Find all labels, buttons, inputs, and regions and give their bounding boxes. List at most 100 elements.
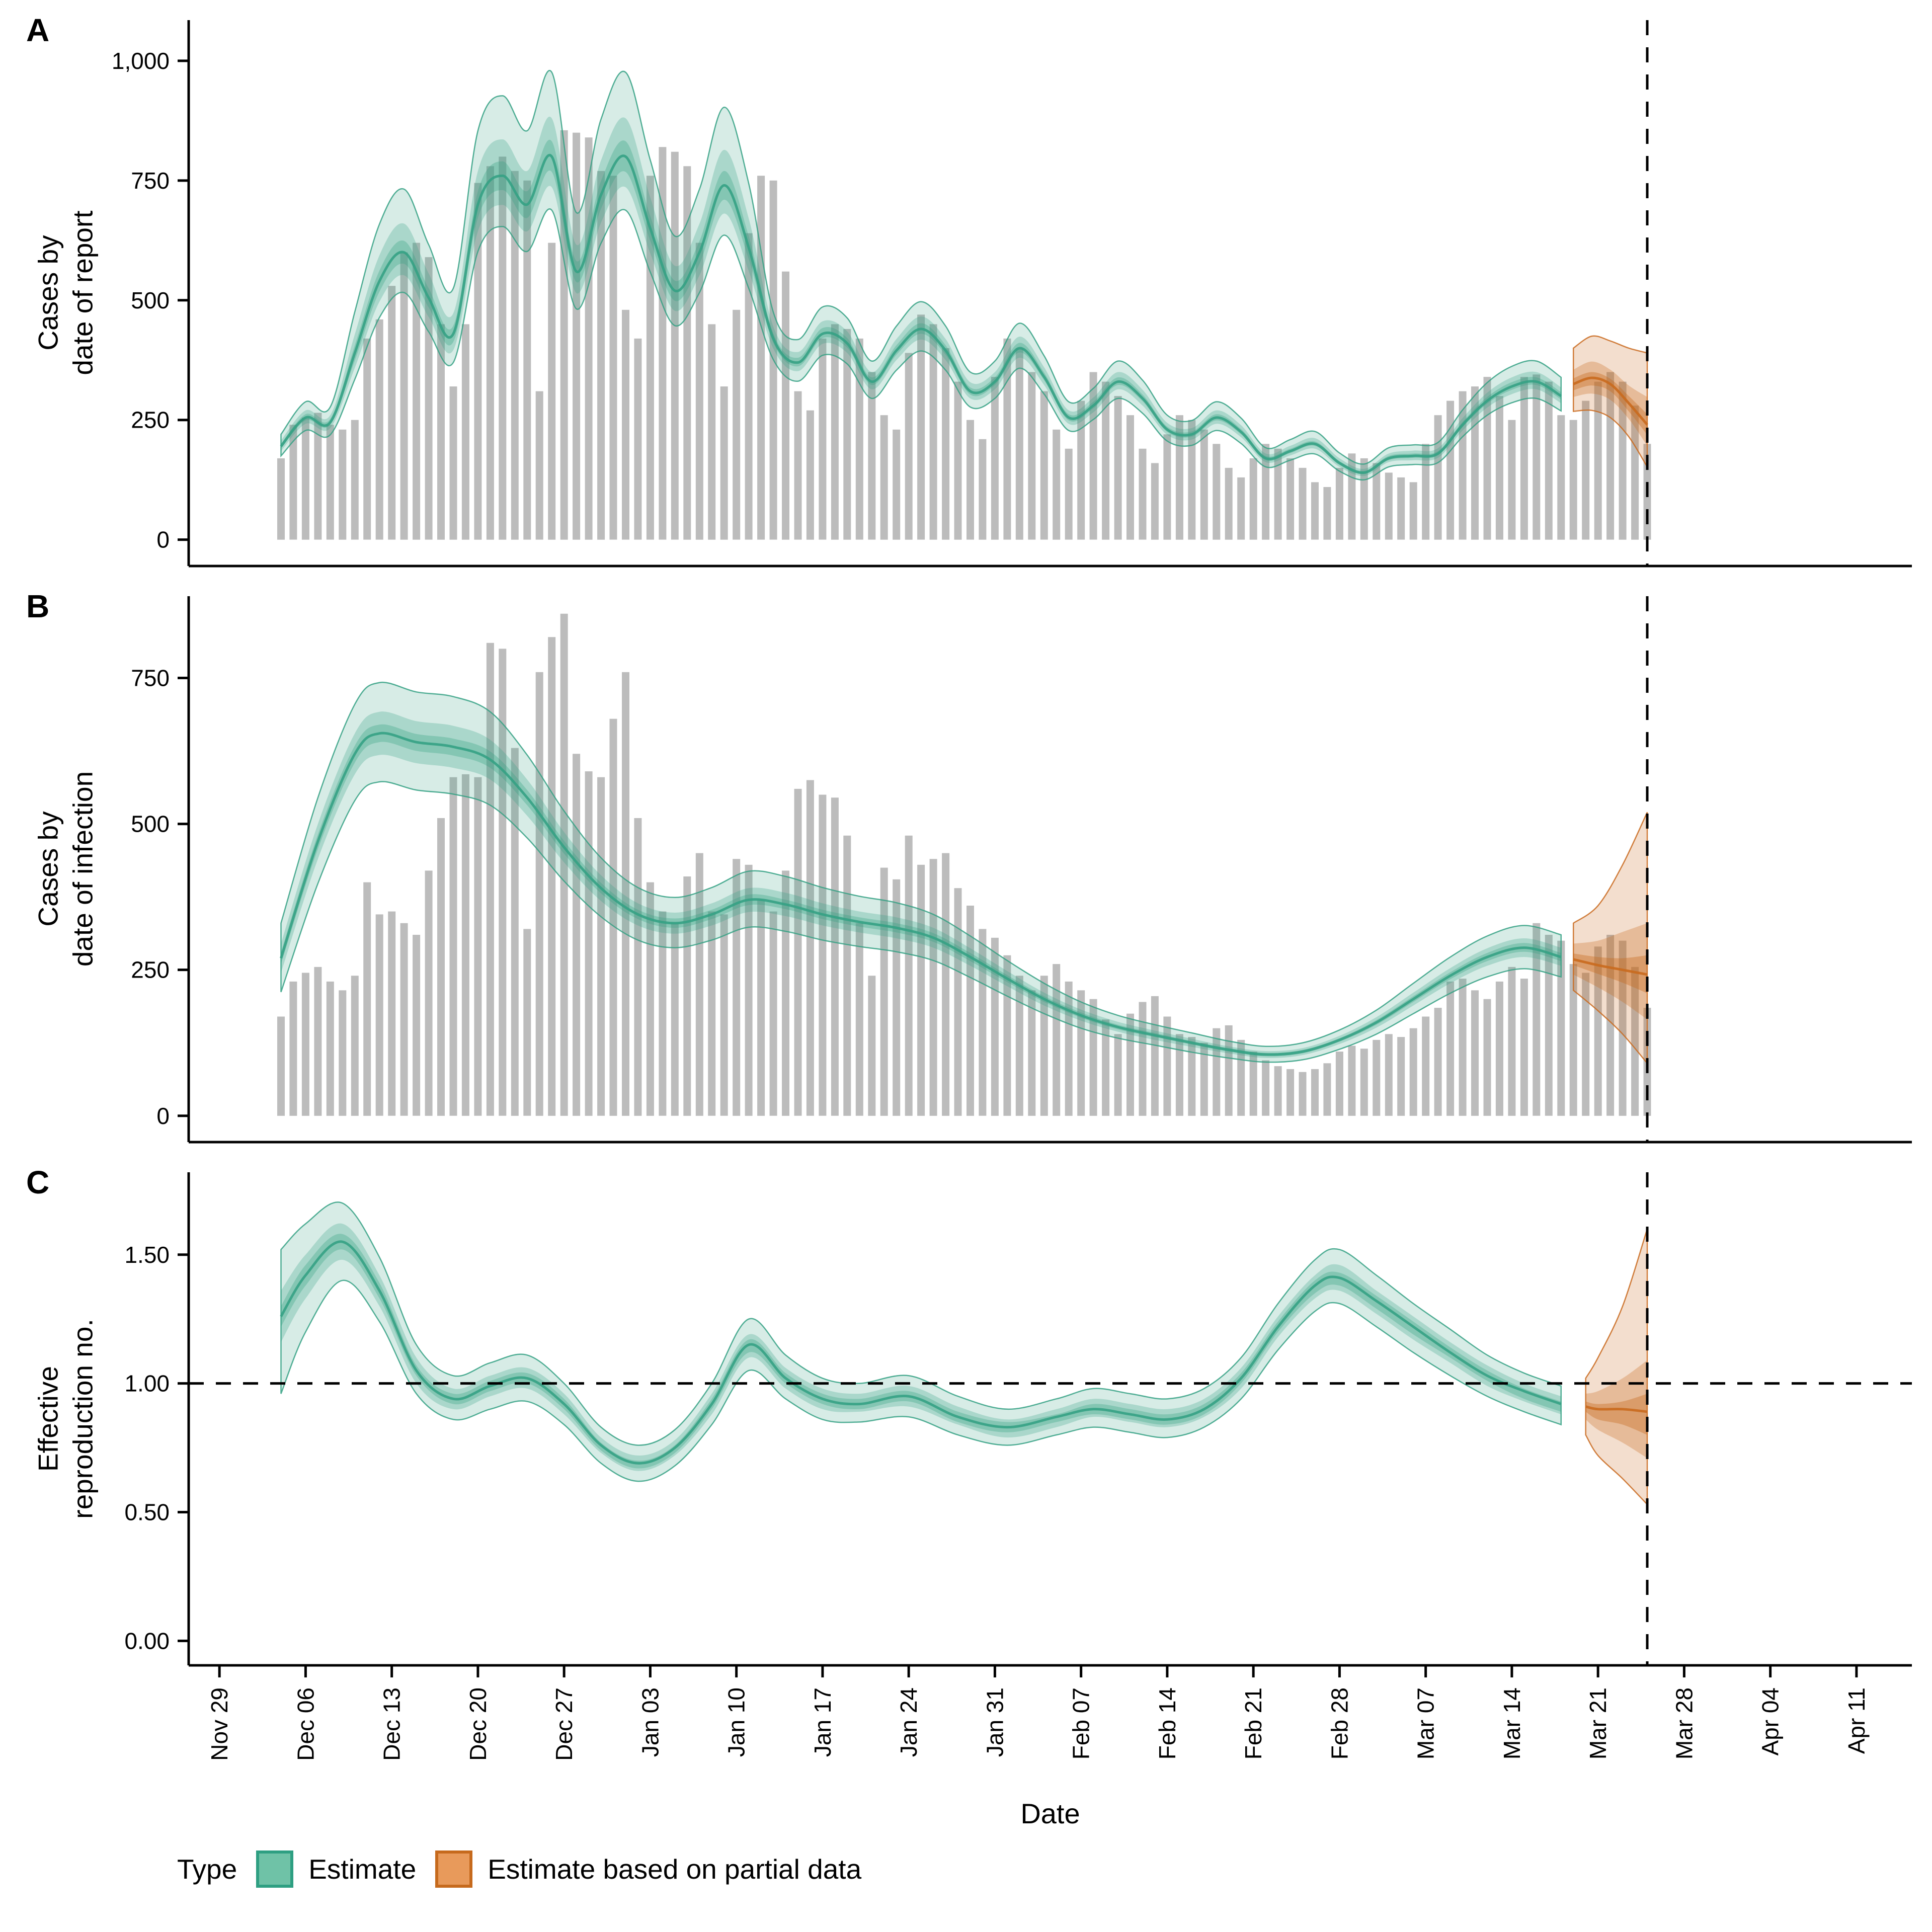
panel-a-y-title-line2: date of report: [67, 210, 98, 375]
panel-c-y-axis-title: Effective reproduction no.: [31, 1319, 100, 1519]
panel-b: 0 250 500 750: [131, 596, 1912, 1144]
x-tick-label: Dec 06: [292, 1687, 318, 1761]
case-bar: [1151, 463, 1159, 540]
case-bar: [1274, 448, 1282, 540]
y-tick-label: 750: [131, 665, 170, 691]
case-bar: [314, 967, 322, 1116]
case-bar: [708, 324, 716, 540]
x-tick-label: Dec 13: [379, 1687, 405, 1761]
credible-band: [1585, 1394, 1648, 1435]
cases-bars: [277, 130, 1651, 540]
case-bar: [1311, 1069, 1319, 1116]
case-bar: [1619, 381, 1627, 540]
case-bar: [1557, 415, 1565, 540]
case-bar: [757, 176, 765, 540]
case-bar: [954, 381, 962, 540]
case-bar: [683, 166, 691, 540]
case-bar: [277, 458, 285, 540]
case-bar: [622, 309, 629, 540]
x-tick-label: Apr 04: [1757, 1687, 1784, 1756]
case-bar: [1102, 1019, 1110, 1116]
case-bar: [523, 929, 531, 1116]
y-tick-label: 0.00: [124, 1628, 170, 1654]
y-tick-label: 500: [131, 287, 170, 313]
x-tick-label: Apr 11: [1843, 1687, 1870, 1754]
case-bar: [1422, 1016, 1430, 1116]
case-bar: [708, 911, 716, 1116]
case-bar: [1533, 374, 1541, 540]
case-bar: [375, 319, 383, 540]
case-bar: [819, 794, 827, 1116]
case-bar: [855, 923, 863, 1116]
case-bar: [1028, 990, 1036, 1116]
panel-b-y-title-line2: date of infection: [67, 771, 98, 967]
case-bar: [1619, 940, 1627, 1116]
x-tick-label: Jan 24: [896, 1687, 922, 1757]
median-line: [280, 1240, 1562, 1465]
case-bar: [806, 780, 814, 1116]
y-tick-label: 750: [131, 168, 170, 194]
y-tick-label: 1,000: [112, 48, 170, 74]
case-bar: [782, 271, 789, 540]
case-bar: [917, 864, 925, 1116]
case-bar: [659, 147, 667, 540]
case-bar: [991, 937, 999, 1116]
legend-item-partial: Estimate based on partial data: [435, 1850, 861, 1888]
x-tick-label: Dec 20: [465, 1687, 491, 1761]
case-bar: [1065, 448, 1073, 540]
case-bar: [548, 243, 556, 540]
x-tick-label: Feb 28: [1326, 1687, 1352, 1759]
case-bar: [769, 911, 777, 1116]
case-bar: [1631, 406, 1639, 540]
case-bar: [449, 777, 457, 1116]
case-bar: [511, 171, 519, 540]
case-bar: [1508, 420, 1516, 540]
case-bar: [893, 429, 901, 540]
case-bar: [363, 882, 371, 1116]
case-bar: [1053, 429, 1061, 540]
case-bar: [1188, 1037, 1196, 1116]
case-bar: [1569, 420, 1577, 540]
case-bar: [1471, 386, 1479, 540]
case-bar: [1459, 979, 1467, 1116]
case-bar: [1299, 467, 1307, 540]
case-bar: [1126, 1013, 1134, 1116]
case-bar: [1225, 467, 1233, 540]
case-bar: [1102, 381, 1110, 540]
case-bar: [634, 338, 642, 540]
case-bar: [1262, 1060, 1270, 1116]
case-bar: [437, 324, 445, 540]
case-bar: [1213, 444, 1221, 540]
credible-band: [280, 70, 1562, 480]
y-tick-label: 250: [131, 407, 170, 433]
legend-item-estimate-label: Estimate: [308, 1854, 417, 1885]
case-bar: [1373, 1039, 1381, 1116]
case-bar: [351, 420, 359, 540]
y-tick-label: 1.50: [124, 1242, 170, 1268]
case-bar: [289, 425, 297, 540]
case-bar: [1299, 1072, 1307, 1116]
case-bar: [573, 132, 581, 540]
case-bar: [1385, 472, 1393, 540]
case-bar: [1089, 372, 1097, 540]
x-tick-label: Mar 21: [1585, 1687, 1611, 1759]
case-bar: [843, 329, 851, 540]
x-tick-label: Feb 21: [1240, 1687, 1266, 1759]
x-tick-label: Feb 07: [1068, 1687, 1094, 1759]
case-bar: [289, 981, 297, 1116]
case-bar: [855, 338, 863, 540]
case-bar: [535, 672, 543, 1116]
case-bar: [806, 410, 814, 540]
credible-band: [281, 1223, 1561, 1471]
case-bar: [917, 314, 925, 540]
case-bar: [831, 324, 839, 540]
case-bar: [1520, 979, 1528, 1116]
median-line: [1585, 1405, 1648, 1413]
panel-a-y-title-line1: Cases by: [32, 235, 64, 351]
case-bar: [942, 853, 950, 1116]
legend-title: Type: [177, 1854, 237, 1885]
case-bar: [1286, 1069, 1295, 1116]
case-bar: [1348, 453, 1356, 540]
case-bar: [683, 876, 691, 1116]
legend-item-partial-label: Estimate based on partial data: [488, 1854, 862, 1885]
